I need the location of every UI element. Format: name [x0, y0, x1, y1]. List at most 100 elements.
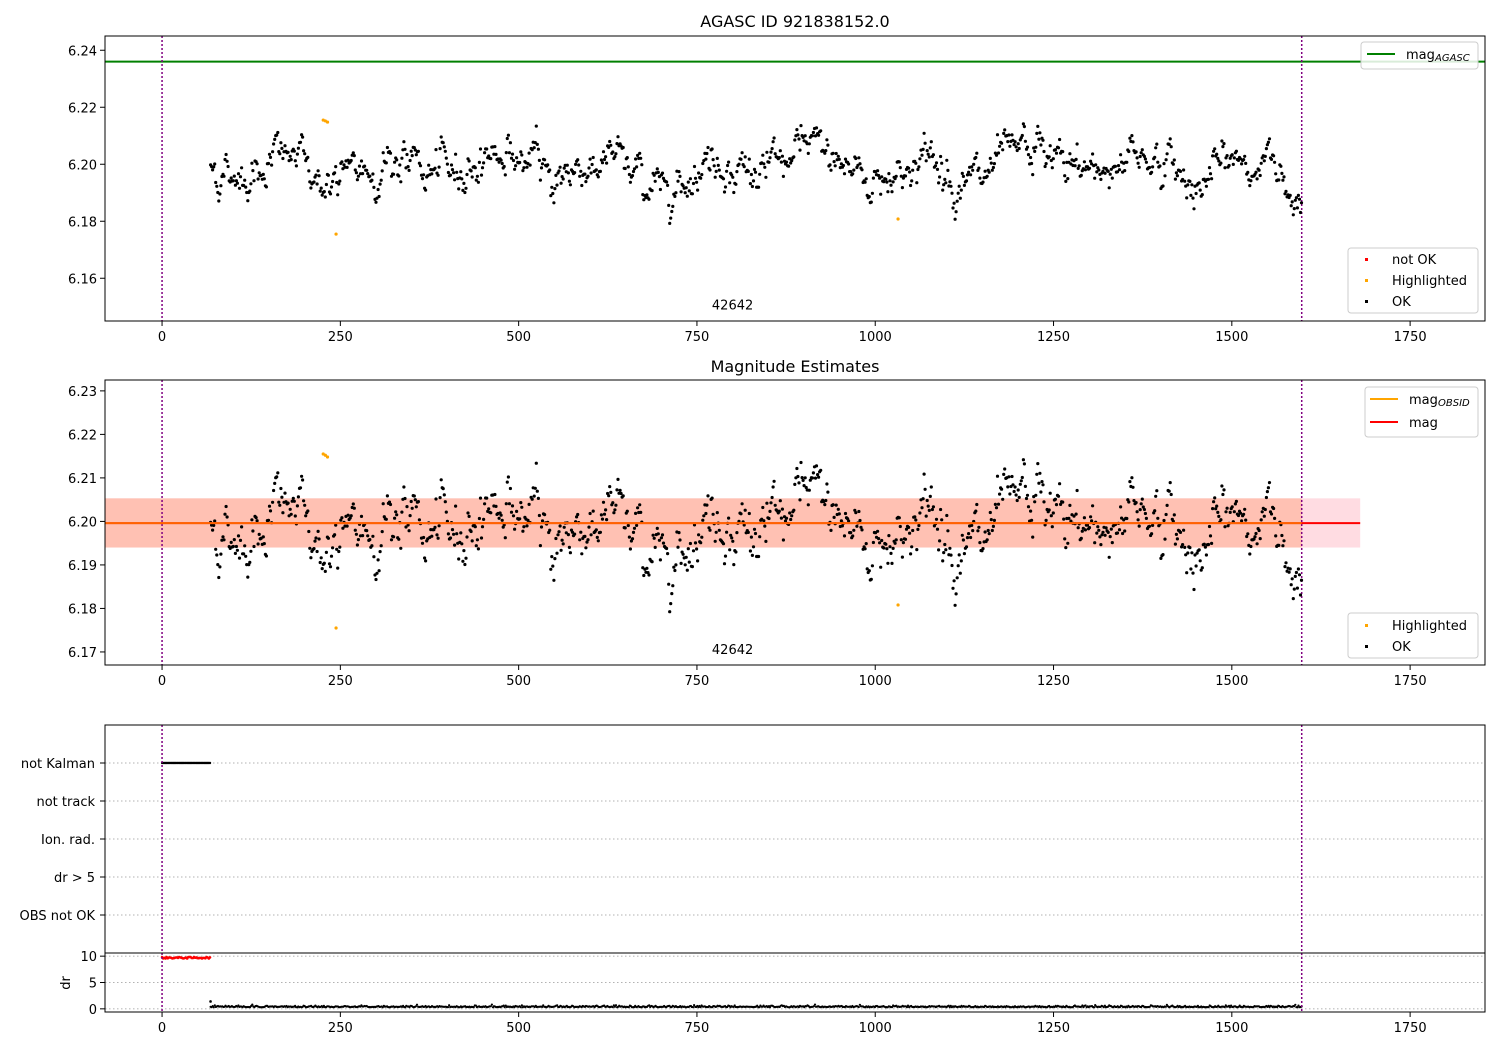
ok-point: [1199, 568, 1203, 572]
ok-point: [1026, 153, 1031, 157]
ok-point: [250, 518, 254, 522]
ok-point: [211, 168, 215, 172]
ok-point: [1130, 134, 1134, 138]
ok-point: [515, 509, 519, 513]
ok-point: [409, 149, 413, 153]
ok-point: [607, 494, 611, 498]
ok-point: [1058, 482, 1062, 486]
ok-point: [604, 155, 608, 159]
ok-point: [543, 513, 547, 517]
ok-point: [1292, 587, 1296, 591]
ok-point: [1240, 162, 1244, 166]
ok-point: [715, 510, 719, 515]
ok-point: [444, 510, 448, 514]
ok-point: [981, 180, 985, 184]
ok-point: [1267, 137, 1272, 141]
ok-point: [1000, 141, 1004, 145]
ok-point: [345, 524, 349, 528]
ok-point: [522, 166, 526, 170]
ok-point: [1063, 537, 1067, 541]
ok-point: [387, 500, 392, 504]
ok-point: [1162, 162, 1166, 166]
ok-point: [389, 538, 394, 542]
ok-point: [588, 157, 592, 161]
ok-point: [913, 515, 917, 519]
ok-point: [497, 516, 501, 520]
ok-point: [960, 533, 964, 537]
ok-point: [406, 523, 410, 527]
ok-point: [952, 201, 956, 205]
ok-point: [858, 518, 862, 523]
ok-point: [1272, 506, 1276, 511]
ok-point: [1030, 161, 1034, 166]
ok-point: [1206, 177, 1211, 181]
ok-point: [685, 568, 689, 572]
ok-point: [758, 172, 762, 176]
ok-point: [962, 552, 967, 556]
ok-point: [1079, 536, 1083, 541]
ok-point: [414, 505, 418, 509]
ok-point: [1128, 480, 1132, 484]
ok-point: [336, 566, 340, 570]
ok-point: [1049, 514, 1053, 518]
dr-point: [1297, 1004, 1300, 1007]
ok-point: [555, 551, 559, 555]
ok-point: [732, 190, 736, 195]
ok-point: [990, 528, 994, 533]
ok-point: [1020, 475, 1024, 480]
ok-point: [677, 531, 681, 535]
ok-point: [849, 531, 853, 535]
ok-point: [1287, 570, 1291, 574]
ok-point: [478, 147, 483, 151]
ok-point: [416, 500, 420, 504]
ok-point: [1291, 213, 1295, 217]
ok-point: [1258, 173, 1262, 178]
ok-point: [276, 471, 280, 475]
dr-point: [1093, 1006, 1096, 1009]
ok-point: [271, 500, 275, 504]
ok-point: [303, 152, 307, 156]
highlighted-point: [325, 455, 330, 459]
ok-point: [518, 517, 522, 521]
ok-point: [1076, 526, 1080, 530]
ok-point: [328, 192, 333, 196]
ok-point: [1048, 144, 1052, 148]
ok-point: [987, 170, 991, 174]
ok-point: [731, 539, 735, 543]
ok-point: [696, 188, 700, 192]
ok-point: [487, 507, 491, 511]
ok-point: [803, 134, 807, 138]
ok-point: [519, 150, 523, 154]
ok-point: [823, 503, 827, 507]
ok-point: [242, 552, 246, 556]
ok-point: [340, 160, 344, 164]
ok-point: [1277, 178, 1281, 182]
ok-point: [901, 541, 906, 545]
ok-point: [922, 131, 926, 135]
ok-point: [1266, 486, 1270, 490]
ok-point: [279, 486, 283, 491]
ok-point: [1156, 516, 1160, 520]
ok-point: [918, 511, 922, 515]
ok-point: [937, 548, 941, 552]
ok-point: [673, 194, 677, 198]
ok-point: [314, 173, 318, 177]
ok-point: [1281, 178, 1285, 182]
ok-point: [1068, 152, 1072, 156]
ok-point: [307, 529, 311, 534]
ok-point: [1234, 149, 1238, 153]
ok-point: [865, 567, 869, 571]
ok-point: [899, 174, 903, 178]
ok-point: [1213, 147, 1217, 151]
ok-point: [1219, 161, 1223, 165]
ok-point: [683, 191, 687, 195]
ok-point: [489, 157, 493, 161]
ok-point: [1231, 162, 1235, 166]
ok-point: [1230, 505, 1234, 509]
ok-point: [935, 527, 940, 531]
ok-point: [635, 165, 639, 169]
ok-point: [213, 519, 217, 523]
ok-point: [1083, 528, 1087, 532]
ok-point: [1197, 181, 1201, 185]
x-tick-label: 500: [506, 1021, 531, 1036]
